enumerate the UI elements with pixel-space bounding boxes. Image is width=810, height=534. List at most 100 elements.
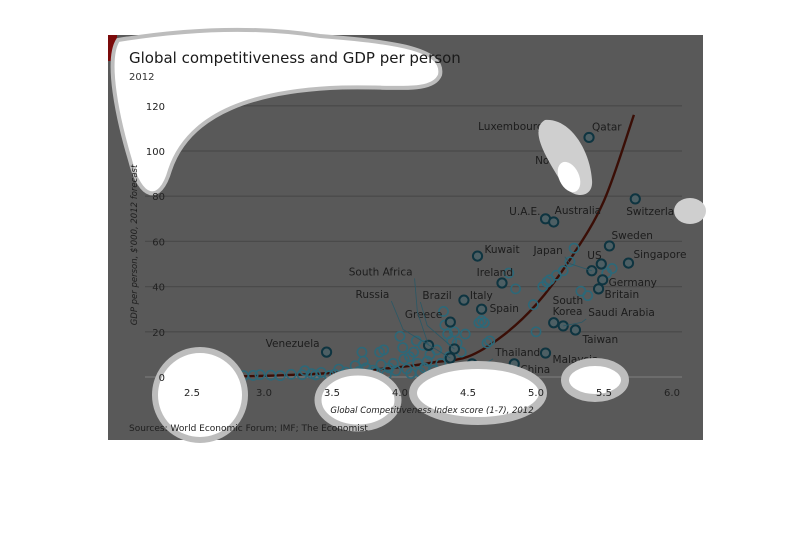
point-label: Greece bbox=[405, 309, 442, 321]
point-label: Brazil bbox=[422, 290, 451, 302]
source-note: Sources: World Economic Forum; IMF; The … bbox=[129, 424, 368, 434]
y-tick-label: 0 bbox=[159, 373, 165, 384]
data-point bbox=[582, 290, 594, 302]
point-label: Germany bbox=[609, 277, 657, 289]
x-tick-label: 2.5 bbox=[184, 388, 200, 399]
data-point-switzerland bbox=[629, 193, 641, 205]
data-point-ireland bbox=[496, 277, 508, 289]
data-point bbox=[398, 353, 410, 365]
x-tick-labels: 2.5 3.0 3.5 4.0 4.5 5.0 5.5 6.0 bbox=[184, 388, 680, 399]
point-label: Switzerland bbox=[626, 206, 687, 218]
data-point-australia bbox=[548, 216, 560, 228]
data-point bbox=[357, 355, 369, 367]
data-point bbox=[299, 365, 311, 377]
data-point bbox=[431, 344, 443, 356]
data-point bbox=[408, 346, 419, 358]
point-label: U.A.E. bbox=[509, 206, 540, 218]
data-point bbox=[378, 344, 390, 356]
data-point-malaysia bbox=[539, 347, 552, 359]
data-point bbox=[564, 256, 576, 268]
point-labels: LuxembourgQatarNorwayU.A.E.AustraliaSwit… bbox=[266, 121, 688, 378]
y-axis-label: GDP per person, $'000, 2012 forecast bbox=[130, 164, 140, 325]
data-point-germany bbox=[597, 274, 609, 286]
point-label: South Africa bbox=[349, 266, 413, 278]
leader-line bbox=[414, 278, 429, 346]
chart-title: Global competitiveness and GDP per perso… bbox=[129, 49, 461, 67]
x-tick-label: 4.0 bbox=[392, 388, 408, 399]
data-point-qatar bbox=[583, 131, 595, 144]
data-point bbox=[459, 328, 471, 340]
y-tick-labels: 0 20 40 60 80 100 120 bbox=[146, 102, 165, 384]
data-point bbox=[254, 369, 266, 381]
point-label: Britain bbox=[605, 289, 640, 301]
data-point-us bbox=[595, 258, 607, 270]
x-tick-label: 3.5 bbox=[324, 388, 340, 399]
data-point bbox=[473, 317, 485, 329]
data-point bbox=[310, 369, 322, 381]
point-label: Taiwan bbox=[581, 334, 618, 346]
data-point bbox=[394, 330, 406, 342]
data-point-kuwait bbox=[471, 250, 484, 262]
leader-line bbox=[563, 318, 587, 327]
point-label: Saudi Arabia bbox=[588, 307, 655, 319]
data-point bbox=[438, 306, 449, 317]
data-point bbox=[541, 276, 553, 288]
x-tick-label: 3.0 bbox=[256, 388, 272, 399]
data-point bbox=[390, 365, 402, 377]
leader-line bbox=[420, 301, 455, 350]
data-point bbox=[285, 368, 297, 380]
x-axis-label: Global Competitiveness Index score (1-7)… bbox=[330, 406, 533, 416]
data-point bbox=[421, 355, 433, 367]
data-point bbox=[606, 263, 618, 274]
y-tick-label: 100 bbox=[146, 147, 165, 158]
y-tick-label: 60 bbox=[152, 237, 165, 248]
x-tick-label: 4.5 bbox=[460, 388, 476, 399]
data-point-venezuela bbox=[320, 346, 333, 358]
y-tick-label: 120 bbox=[146, 102, 165, 113]
data-point bbox=[557, 265, 569, 277]
data-point bbox=[527, 299, 539, 311]
data-point bbox=[478, 317, 490, 329]
data-point bbox=[568, 242, 580, 254]
data-point bbox=[476, 315, 487, 326]
x-tick-label: 5.5 bbox=[596, 388, 612, 399]
data-point bbox=[247, 370, 259, 381]
data-point bbox=[503, 267, 515, 279]
point-label: Italy bbox=[470, 290, 493, 302]
y-tick-label: 20 bbox=[152, 328, 165, 339]
point-label: Venezuela bbox=[266, 338, 320, 350]
x-tick-label: 5.0 bbox=[528, 388, 544, 399]
point-label: Russia bbox=[356, 289, 390, 301]
chart-subtitle: 2012 bbox=[129, 72, 154, 83]
data-point-italy bbox=[458, 294, 470, 306]
leader-line bbox=[564, 256, 592, 272]
point-label: US bbox=[587, 250, 602, 262]
point-label: South Korea bbox=[553, 295, 584, 318]
point-label: Thailand bbox=[494, 347, 540, 359]
data-point bbox=[530, 326, 542, 338]
point-label: Spain bbox=[490, 303, 519, 315]
accent-bar bbox=[108, 35, 117, 61]
data-point-sweden bbox=[603, 240, 616, 252]
data-point bbox=[510, 283, 521, 295]
y-tick-label: 80 bbox=[152, 192, 165, 203]
data-point bbox=[274, 370, 286, 382]
data-point-britain bbox=[592, 283, 605, 295]
point-label: Luxembourg bbox=[478, 121, 543, 133]
y-tick-label: 40 bbox=[152, 283, 165, 294]
data-point bbox=[484, 335, 496, 347]
point-label: Australia bbox=[555, 205, 601, 217]
data-point-taiwan bbox=[569, 324, 582, 336]
point-label: Kuwait bbox=[485, 244, 520, 256]
overlay-blobs bbox=[110, 27, 706, 443]
data-point-spain bbox=[476, 303, 488, 315]
data-point-singapore bbox=[622, 257, 635, 269]
data-point-greece bbox=[444, 316, 456, 328]
point-label: Singapore bbox=[633, 249, 686, 261]
x-tick-label: 6.0 bbox=[664, 388, 680, 399]
data-point bbox=[481, 337, 493, 349]
data-point bbox=[387, 358, 399, 369]
data-point bbox=[397, 342, 409, 354]
point-label: Ireland bbox=[477, 267, 513, 279]
